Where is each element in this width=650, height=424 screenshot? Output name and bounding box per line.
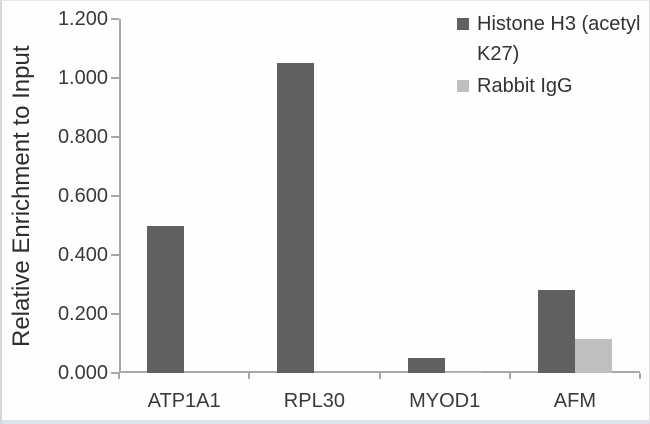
y-tick-mark <box>111 372 119 374</box>
x-tick-mark <box>378 373 381 379</box>
y-tick-label: 0.200 <box>57 303 108 325</box>
y-tick-label: 0.000 <box>57 362 108 384</box>
bar <box>574 339 612 373</box>
plot-area <box>119 19 640 373</box>
bottom-edge-strip <box>2 420 649 424</box>
bar <box>277 63 315 373</box>
bar <box>407 358 445 373</box>
y-tick-label: 0.600 <box>57 185 108 207</box>
legend-item-rabbit-igg: Rabbit IgG <box>457 71 643 101</box>
bar <box>537 290 575 373</box>
bar <box>444 371 482 373</box>
x-tick-mark <box>508 373 511 379</box>
y-tick-label: 0.400 <box>57 244 108 266</box>
bar <box>147 225 185 373</box>
x-tick-mark <box>248 373 251 379</box>
y-tick-mark <box>111 77 119 79</box>
y-tick-mark <box>111 195 119 197</box>
legend-item-histone-h3: Histone H3 (acetyl K27) <box>457 9 643 69</box>
legend-label-histone-h3: Histone H3 (acetyl K27) <box>477 13 641 65</box>
x-category-label: AFM <box>553 390 596 412</box>
y-tick-mark <box>111 136 119 138</box>
legend-label-rabbit-igg: Rabbit IgG <box>477 75 573 97</box>
y-tick-mark <box>111 18 119 20</box>
legend: Histone H3 (acetyl K27) Rabbit IgG <box>457 9 643 103</box>
x-category-label: RPL30 <box>283 390 345 412</box>
x-tick-mark <box>118 373 120 379</box>
y-axis-title: Relative Enrichment to Input <box>8 45 35 347</box>
x-tick-mark <box>639 373 641 379</box>
y-tick-mark <box>111 254 119 256</box>
legend-swatch-rabbit-igg <box>457 80 469 92</box>
y-tick-label: 1.000 <box>57 67 108 89</box>
legend-swatch-histone-h3 <box>457 18 469 30</box>
y-tick-label: 1.200 <box>57 8 108 30</box>
y-tick-mark <box>111 313 119 315</box>
x-category-label: MYOD1 <box>409 390 481 412</box>
x-category-label: ATP1A1 <box>147 390 221 412</box>
y-tick-label: 0.800 <box>57 126 108 148</box>
